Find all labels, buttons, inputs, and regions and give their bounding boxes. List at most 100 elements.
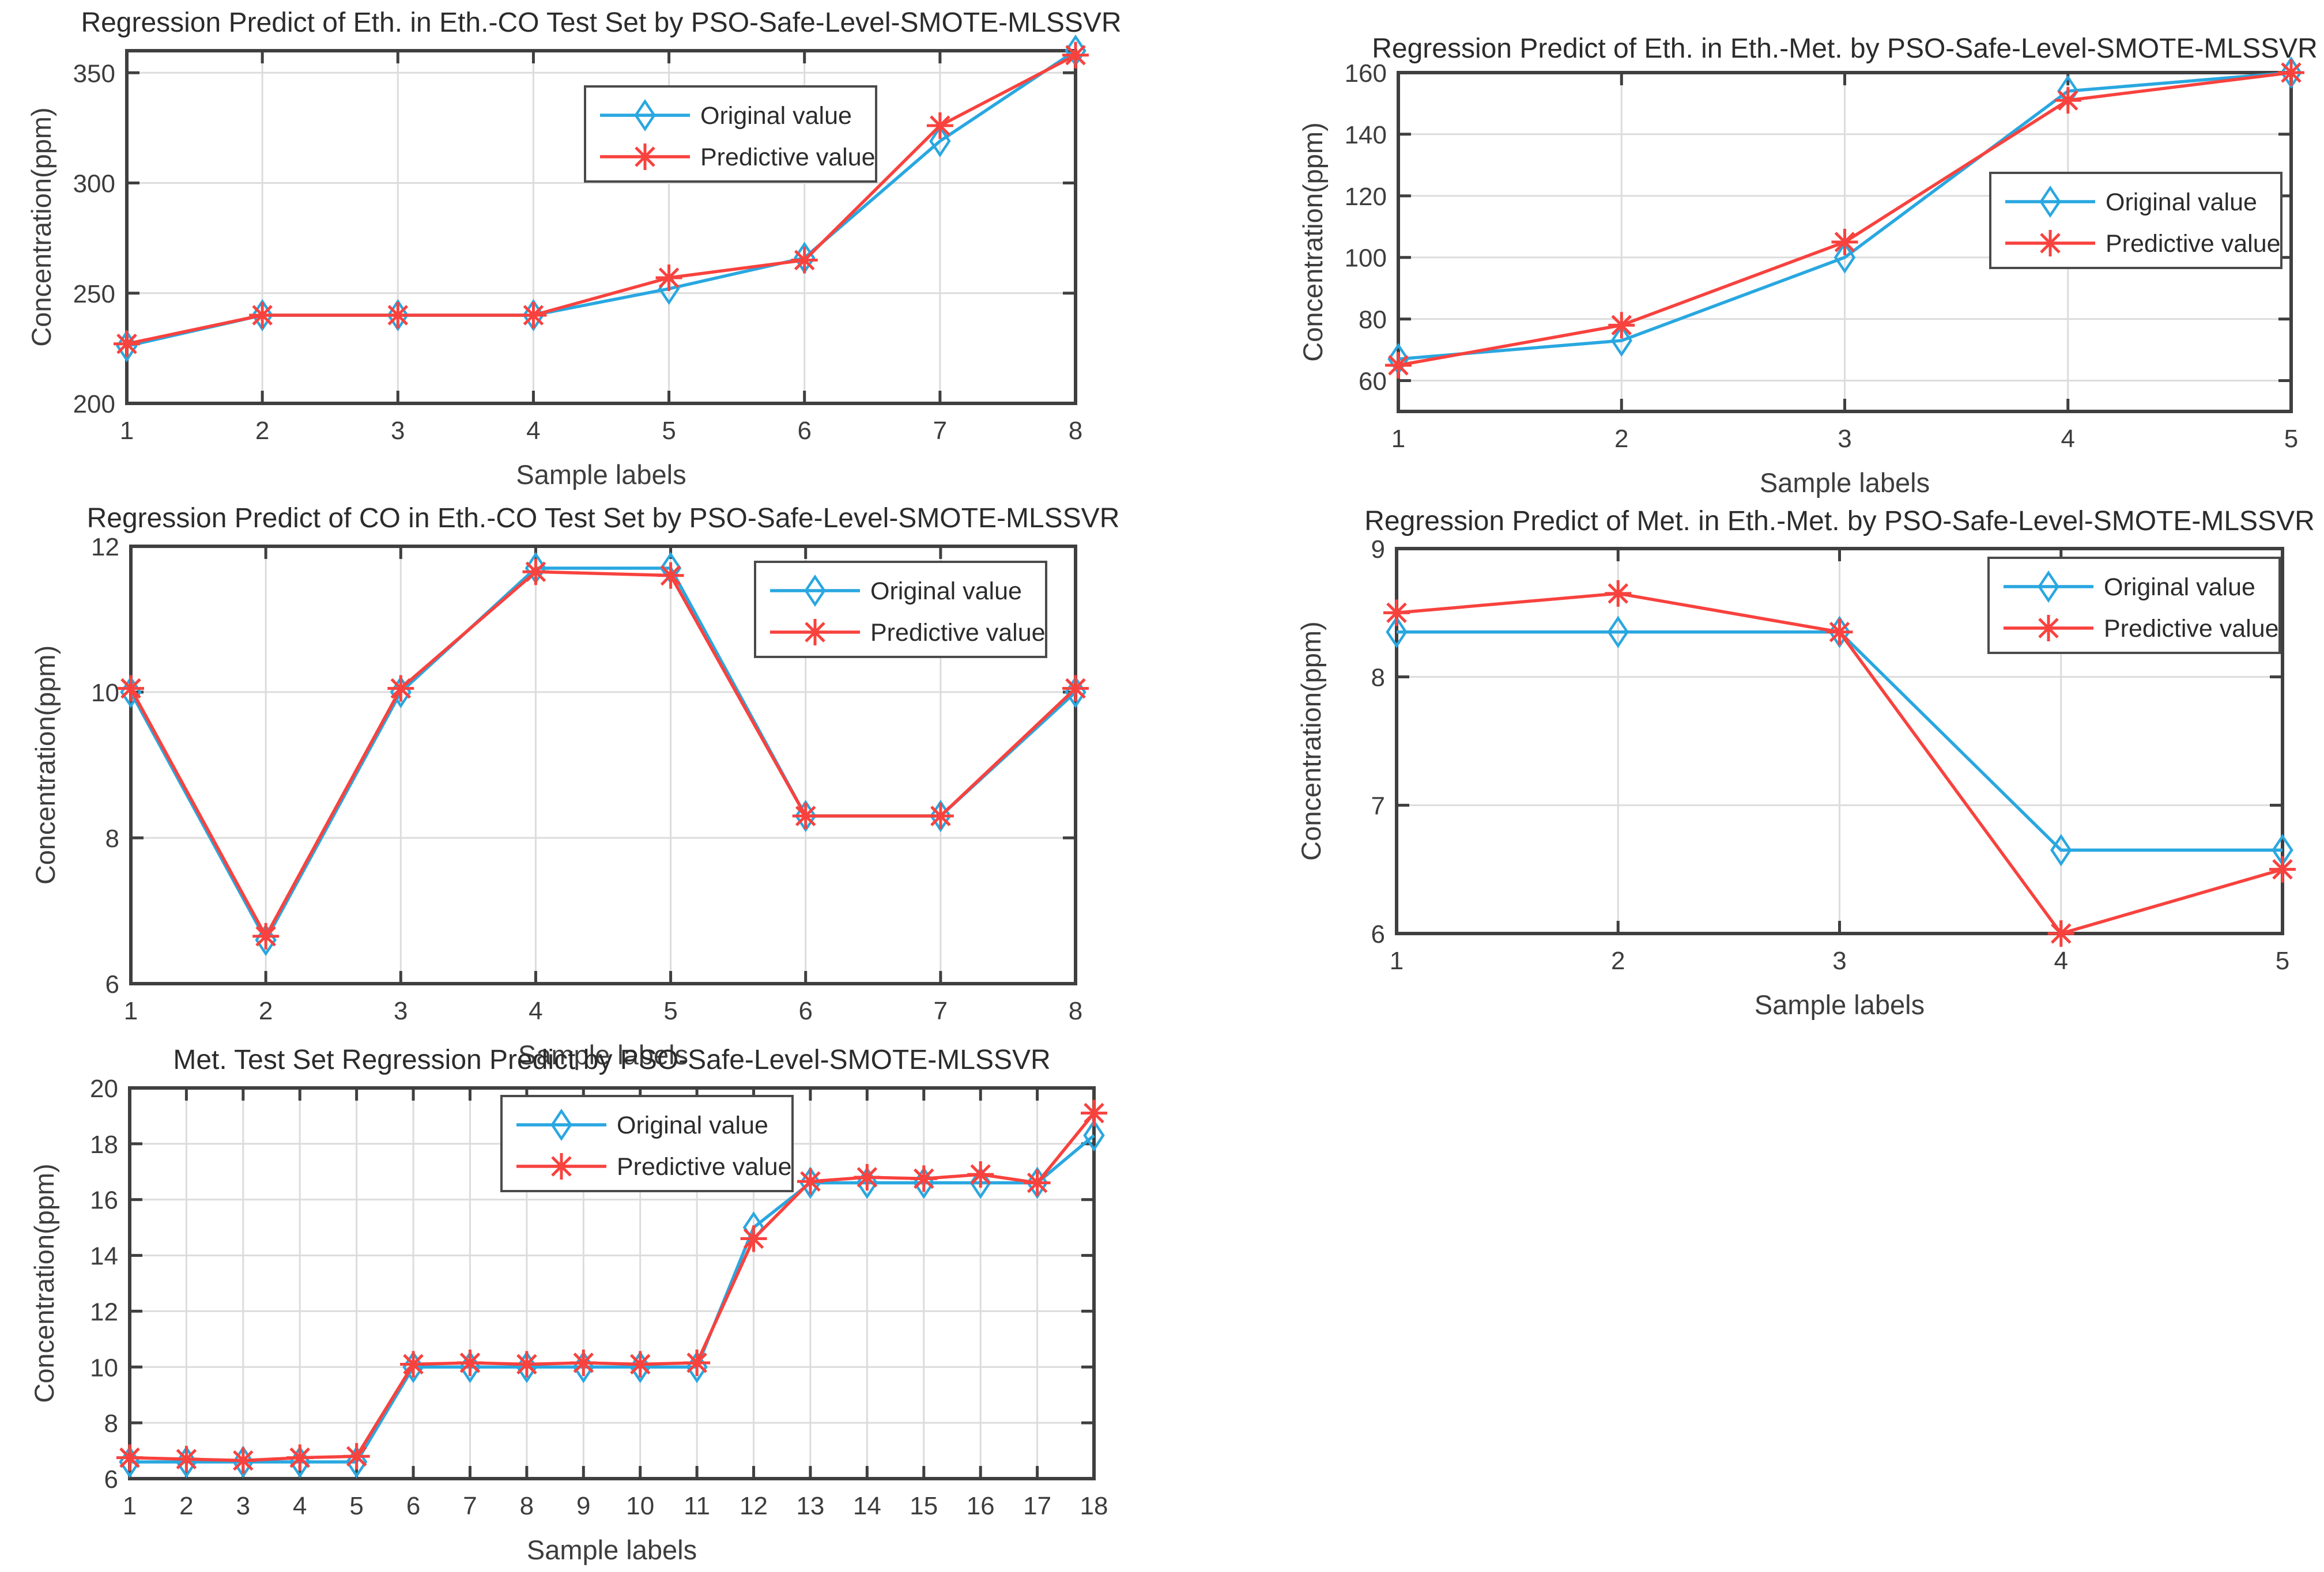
- asterisk-marker: [797, 1168, 824, 1195]
- diamond-marker: [175, 1445, 198, 1478]
- series-line: [1398, 71, 2292, 361]
- x-tick-label: 2: [255, 417, 269, 445]
- chart-title: Met. Test Set Regression Predict by PSO-…: [173, 1045, 1050, 1075]
- chart-met-in-eth-met: 6 7 8 9 1 2 3 4 5 Regression Predict of Met. in E…: [1296, 506, 2315, 1020]
- asterisk-marker: [173, 1446, 200, 1473]
- x-axis-label: Sample labels: [527, 1535, 697, 1565]
- asterisk-marker: [1608, 312, 1635, 339]
- legend: Original value Predictive value: [1987, 557, 2281, 654]
- series-line: [129, 570, 1077, 938]
- y-axis-label: Concentration(ppm): [29, 1163, 59, 1403]
- x-tick-label: 3: [1838, 425, 1851, 453]
- x-tick-label: 14: [853, 1492, 881, 1520]
- y-tick-label: 9: [1371, 535, 1385, 564]
- x-tick-label: 4: [526, 417, 540, 445]
- x-tick-label: 3: [236, 1492, 250, 1520]
- asterisk-marker: [343, 1443, 370, 1470]
- diamond-marker: [1083, 1119, 1105, 1152]
- asterisk-marker: [2037, 230, 2063, 256]
- asterisk-marker: [967, 1161, 994, 1188]
- y-tick-label: 10: [90, 1354, 118, 1382]
- asterisk-marker: [384, 302, 412, 328]
- series-line: [126, 54, 1077, 346]
- x-tick-label: 4: [529, 997, 542, 1025]
- y-tick-label: 8: [105, 825, 119, 853]
- x-tick-label: 9: [576, 1492, 590, 1520]
- diamond-marker: [1610, 324, 1632, 357]
- legend-entry-label: Original value: [617, 1112, 768, 1139]
- chart-title: Regression Predict of CO in Eth.-CO Test…: [87, 503, 1120, 534]
- chart-eth-in-eth-met: 60 80 100 120 140 160 1 2 3 4 5 Regression Predict …: [1297, 33, 2318, 498]
- x-tick-label: 1: [124, 997, 138, 1025]
- x-tick-label: 13: [796, 1492, 824, 1520]
- asterisk-marker: [2035, 615, 2062, 641]
- x-tick-label: 3: [1832, 947, 1846, 975]
- diamond-marker: [2038, 570, 2059, 603]
- x-tick-label: 5: [662, 417, 676, 445]
- asterisk-marker: [926, 112, 953, 139]
- asterisk-marker: [684, 1350, 711, 1377]
- axes-box: [129, 545, 1077, 985]
- diamond-marker: [804, 574, 826, 607]
- x-tick-label: 17: [1023, 1492, 1051, 1520]
- y-tick-label: 8: [1371, 664, 1385, 692]
- legend-entry-label: Original value: [700, 102, 852, 130]
- x-axis-label: Sample labels: [518, 1040, 688, 1070]
- x-tick-label: 6: [797, 417, 811, 445]
- diamond-marker: [969, 1166, 991, 1199]
- y-axis-label: Concentration(ppm): [30, 645, 61, 885]
- axes-box: [128, 1086, 1096, 1480]
- x-tick-label: 8: [520, 1492, 534, 1520]
- y-axis-label: Concentration(ppm): [26, 107, 56, 346]
- x-tick-label: 10: [626, 1492, 654, 1520]
- legend-box: [754, 561, 1047, 658]
- x-tick-label: 16: [967, 1492, 995, 1520]
- x-tick-label: 18: [1080, 1492, 1108, 1520]
- y-tick-label: 12: [90, 1298, 118, 1326]
- asterisk-marker: [1605, 580, 1632, 607]
- x-axis-label: Sample labels: [516, 459, 686, 490]
- legend-box: [1989, 172, 2282, 269]
- x-tick-label: 5: [349, 1492, 363, 1520]
- asterisk-marker: [249, 302, 276, 328]
- y-tick-label: 160: [1345, 59, 1387, 88]
- series-predictive: [116, 1099, 1107, 1474]
- y-tick-label: 20: [90, 1075, 118, 1103]
- x-tick-label: 12: [740, 1492, 768, 1520]
- x-tick-label: 6: [406, 1492, 420, 1520]
- diamond-marker: [2039, 185, 2061, 218]
- asterisk-marker: [400, 1351, 427, 1378]
- x-tick-label: 4: [2054, 947, 2068, 975]
- x-axis-label: Sample labels: [1755, 989, 1925, 1020]
- x-tick-label: 3: [394, 997, 408, 1025]
- asterisk-marker: [627, 1351, 654, 1378]
- y-tick-label: 200: [73, 390, 115, 418]
- y-tick-label: 16: [90, 1186, 118, 1215]
- asterisk-marker: [802, 619, 828, 645]
- asterisk-marker: [657, 562, 684, 589]
- ticks: 200 250 300 350 1 2 3 4 5 6 7 8: [73, 51, 1082, 445]
- series-predictive: [114, 41, 1089, 357]
- legend: Original value Predictive value: [754, 561, 1047, 658]
- legend-entry-label: Original value: [870, 577, 1022, 605]
- x-tick-label: 6: [798, 997, 812, 1025]
- legend-entry-label: Predictive value: [700, 143, 876, 171]
- y-tick-label: 10: [91, 679, 119, 707]
- x-tick-label: 15: [910, 1492, 938, 1520]
- y-tick-label: 6: [1371, 920, 1385, 949]
- asterisk-marker: [252, 923, 280, 950]
- y-tick-label: 250: [73, 280, 115, 308]
- x-tick-label: 3: [391, 417, 405, 445]
- x-tick-label: 2: [179, 1492, 193, 1520]
- y-tick-label: 18: [90, 1131, 118, 1159]
- asterisk-marker: [522, 558, 549, 585]
- y-tick-label: 6: [105, 970, 119, 999]
- y-axis-label: Concentration(ppm): [1296, 621, 1326, 860]
- y-tick-label: 14: [90, 1242, 118, 1271]
- y-tick-label: 140: [1345, 121, 1387, 149]
- asterisk-marker: [2269, 856, 2296, 883]
- asterisk-marker: [1062, 41, 1089, 69]
- legend: Original value Predictive value: [584, 85, 877, 183]
